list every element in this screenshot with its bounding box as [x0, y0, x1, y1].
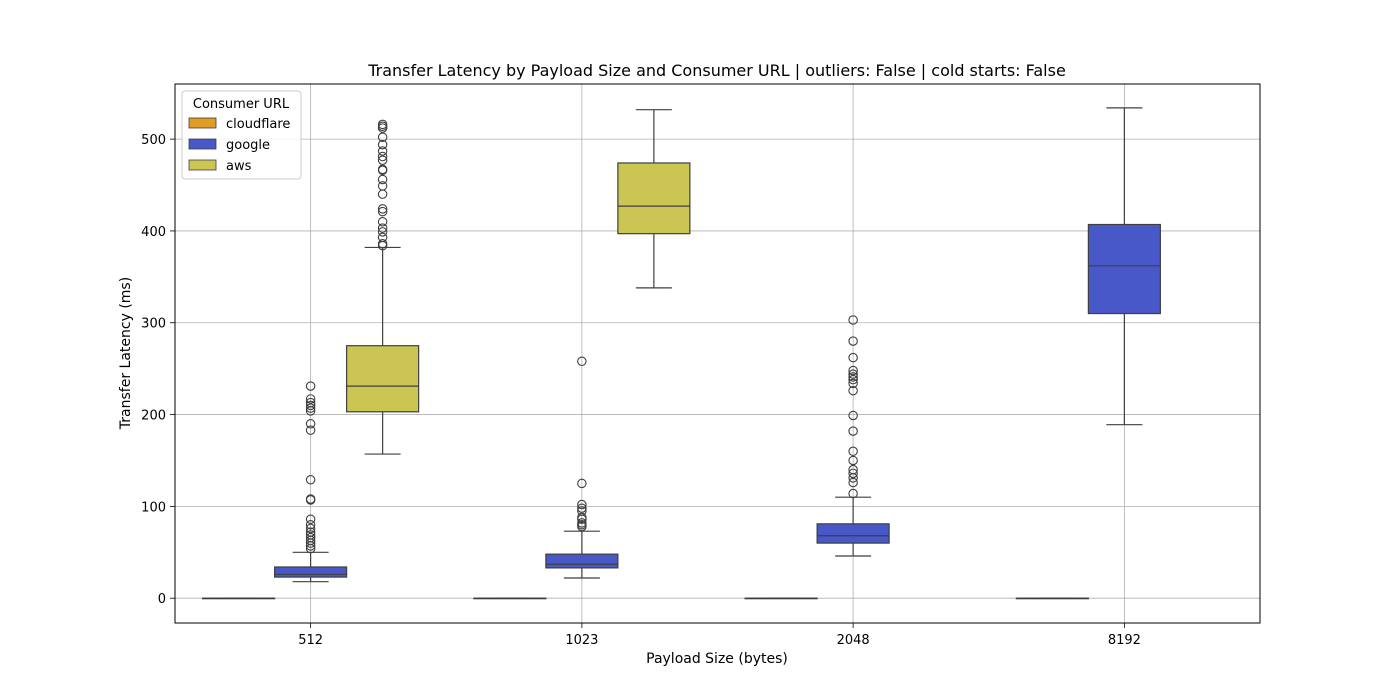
outlier-point [377, 232, 388, 243]
box-body [816, 523, 890, 544]
outlier-point [305, 523, 316, 534]
outlier-point [377, 204, 388, 214]
outlier-point [305, 532, 316, 543]
outlier-point [848, 477, 858, 488]
outlier-point [377, 139, 388, 150]
y-tick-label: 200 [141, 409, 166, 424]
outlier-point [848, 369, 858, 379]
y-tick-label: 0 [158, 592, 166, 607]
x-tick-label: 512 [298, 633, 323, 648]
outlier-point [848, 446, 858, 457]
outlier-point [848, 378, 858, 389]
plot-frame [174, 83, 1261, 624]
box-body [346, 345, 420, 413]
outlier-point [305, 400, 316, 411]
outlier-point [377, 146, 388, 156]
legend-swatch-cloudflare [188, 117, 217, 129]
x-tick-label: 8192 [1108, 633, 1141, 648]
box-cloudflare-2048 [744, 597, 818, 600]
outlier-point [305, 494, 316, 504]
outlier-point [305, 527, 316, 537]
outlier-point [377, 174, 388, 185]
box-aws-512 [346, 119, 420, 455]
outlier-point [377, 181, 388, 191]
outlier-point [305, 394, 316, 404]
box-body [617, 162, 691, 235]
outlier-point [848, 385, 858, 396]
y-tick-label: 300 [141, 317, 166, 332]
outlier-point [848, 410, 858, 421]
legend-swatch-aws [188, 159, 217, 171]
box-cloudflare-512 [202, 597, 276, 600]
outlier-point [848, 464, 858, 475]
outlier-point [305, 418, 316, 429]
outlier-point [305, 425, 316, 435]
outlier-point [377, 206, 388, 217]
legend-frame [181, 90, 302, 180]
outlier-point [305, 397, 316, 408]
outlier-point [377, 239, 388, 249]
outlier-point [577, 499, 587, 510]
outlier-point [848, 352, 858, 363]
x-tick-label: 1023 [565, 633, 598, 648]
outlier-point [377, 227, 388, 237]
axes: 0 100 200 300 400 500 512 1023 2048 8192 [141, 133, 1141, 648]
box-google-2048 [816, 315, 890, 557]
legend-label-aws: aws [226, 159, 252, 174]
outlier-point [377, 164, 388, 175]
legend-swatch-google [188, 138, 217, 150]
outlier-point [848, 488, 858, 499]
outlier-point [848, 468, 858, 479]
x-tick-label: 2048 [837, 633, 870, 648]
legend: Consumer URL cloudflare google aws [181, 90, 302, 180]
outlier-point [305, 514, 316, 524]
box-google-8192 [1087, 107, 1161, 426]
box-body [274, 566, 348, 578]
outlier-point [305, 475, 316, 485]
outlier-point [577, 506, 587, 516]
box-google-1023 [545, 356, 619, 579]
outlier-point [848, 315, 858, 325]
outlier-point [305, 519, 316, 530]
outlier-point [577, 518, 587, 528]
outlier-point [577, 512, 587, 523]
box-plot-marks [202, 107, 1161, 600]
outlier-point [848, 336, 858, 346]
outlier-point [848, 455, 858, 466]
outlier-point [377, 223, 388, 233]
outlier-point [848, 365, 858, 376]
outlier-point [577, 478, 587, 489]
outlier-point [577, 503, 587, 513]
outlier-point [577, 356, 587, 367]
outlier-point [848, 372, 858, 382]
legend-label-cloudflare: cloudflare [226, 117, 290, 132]
outlier-point [848, 374, 858, 385]
y-tick-label: 400 [141, 225, 166, 240]
x-axis-label: Payload Size (bytes) [646, 651, 788, 667]
outlier-point [377, 155, 388, 165]
box-aws-1023 [617, 109, 691, 289]
box-google-512 [274, 381, 348, 583]
y-tick-label: 100 [141, 500, 166, 515]
outlier-point [377, 119, 388, 130]
y-axis-label: Transfer Latency (ms) [118, 277, 134, 430]
y-tick-label: 500 [141, 133, 166, 148]
outlier-point [305, 403, 316, 413]
outlier-point [848, 426, 858, 436]
box-cloudflare-1023 [473, 597, 547, 600]
legend-label-google: google [226, 138, 270, 153]
outlier-point [377, 216, 388, 227]
box-body [545, 553, 619, 569]
outlier-point [305, 530, 316, 540]
box-cloudflare-8192 [1015, 597, 1089, 600]
box-body [1087, 223, 1161, 315]
outlier-point [305, 381, 316, 391]
legend-title: Consumer URL [193, 97, 290, 112]
outlier-point [377, 151, 388, 162]
chart-title: Transfer Latency by Payload Size and Con… [367, 61, 1066, 80]
outlier-point [377, 132, 388, 143]
